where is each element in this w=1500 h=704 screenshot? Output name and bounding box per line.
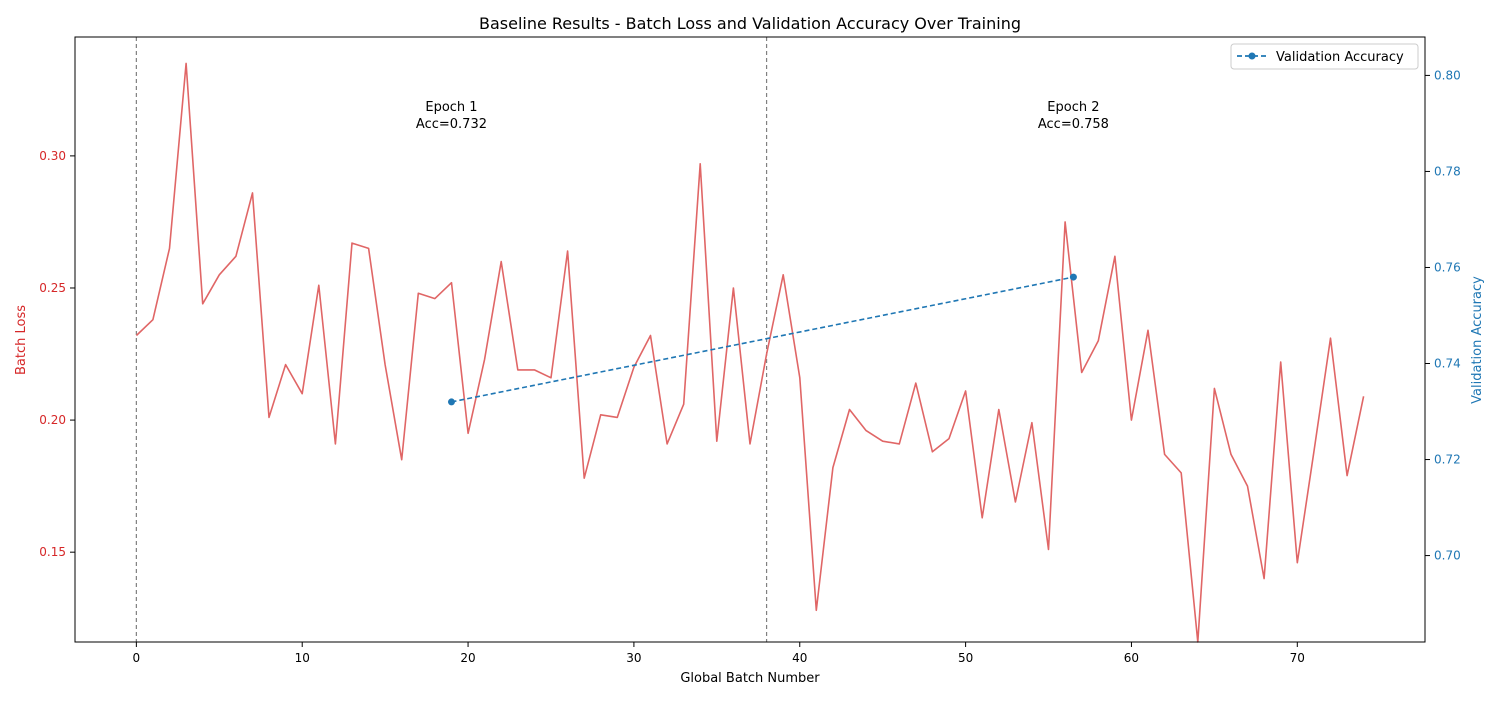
x-tick-label: 50 [958, 651, 973, 665]
chart-title: Baseline Results - Batch Loss and Valida… [479, 14, 1021, 33]
legend: Validation Accuracy [1230, 43, 1419, 70]
y-axis-left-label: Batch Loss [14, 305, 29, 375]
y-left-tick-label: 0.15 [39, 545, 66, 559]
plot-frame [74, 36, 1426, 643]
legend-box [1230, 43, 1419, 70]
epoch-annotation-accuracy: Acc=0.758 [1038, 117, 1109, 132]
epoch-annotation-accuracy: Acc=0.732 [416, 117, 487, 132]
accuracy-series [447, 273, 1077, 406]
y-left-tick-label: 0.30 [39, 149, 66, 163]
x-axis: 0 10 20 30 40 50 60 70 [133, 642, 1305, 665]
x-tick-label: 20 [460, 651, 475, 665]
annotations: Epoch 1 Acc=0.732 Epoch 2 Acc=0.758 [416, 100, 1109, 132]
y-right-tick-label: 0.78 [1434, 164, 1461, 178]
y-axis-left: 0.15 0.20 0.25 0.30 [39, 149, 75, 559]
accuracy-line [451, 276, 1074, 403]
epoch-annotation-title: Epoch 2 [1047, 100, 1099, 115]
x-tick-label: 70 [1290, 651, 1305, 665]
y-right-tick-label: 0.80 [1434, 68, 1461, 82]
y-axis-right-label: Validation Accuracy [1470, 276, 1485, 404]
x-tick-label: 60 [1124, 651, 1139, 665]
accuracy-point [1069, 273, 1077, 281]
y-right-tick-label: 0.74 [1434, 357, 1461, 371]
x-tick-label: 30 [626, 651, 641, 665]
epoch-annotation-title: Epoch 1 [425, 100, 477, 115]
legend-label: Validation Accuracy [1276, 50, 1404, 65]
y-axis-right: 0.70 0.72 0.74 0.76 0.78 0.80 [1425, 68, 1461, 563]
loss-series [135, 62, 1365, 643]
plot-area [135, 37, 768, 642]
x-tick-label: 40 [792, 651, 807, 665]
x-axis-label: Global Batch Number [680, 671, 820, 686]
y-right-tick-label: 0.76 [1434, 260, 1461, 274]
x-tick-label: 10 [295, 651, 310, 665]
y-right-tick-label: 0.72 [1434, 453, 1461, 467]
x-tick-label: 0 [133, 651, 141, 665]
loss-line [135, 62, 1365, 643]
y-right-tick-label: 0.70 [1434, 549, 1461, 563]
y-left-tick-label: 0.20 [39, 413, 66, 427]
legend-marker [1248, 52, 1256, 60]
accuracy-point [447, 398, 455, 406]
y-left-tick-label: 0.25 [39, 281, 66, 295]
